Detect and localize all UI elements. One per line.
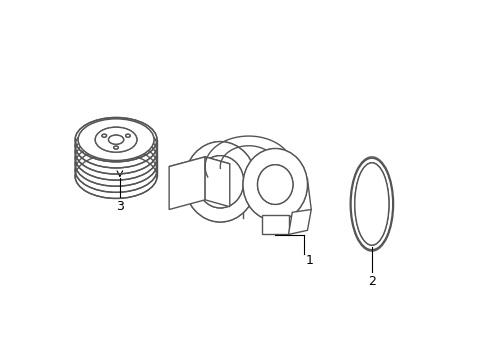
- Ellipse shape: [75, 130, 157, 174]
- Ellipse shape: [125, 134, 130, 137]
- Ellipse shape: [257, 165, 292, 204]
- Polygon shape: [262, 215, 288, 234]
- Ellipse shape: [354, 163, 388, 245]
- Ellipse shape: [78, 119, 154, 161]
- Ellipse shape: [75, 123, 157, 168]
- Text: 3: 3: [116, 200, 123, 213]
- Ellipse shape: [95, 127, 137, 152]
- Ellipse shape: [102, 134, 106, 137]
- Ellipse shape: [75, 154, 157, 198]
- Ellipse shape: [184, 141, 256, 222]
- Ellipse shape: [197, 156, 243, 208]
- Ellipse shape: [243, 149, 307, 221]
- Ellipse shape: [125, 134, 130, 137]
- Ellipse shape: [75, 142, 157, 186]
- Ellipse shape: [75, 136, 157, 180]
- Ellipse shape: [350, 158, 392, 250]
- Ellipse shape: [243, 149, 307, 221]
- Ellipse shape: [257, 165, 292, 204]
- Ellipse shape: [108, 135, 123, 144]
- Ellipse shape: [114, 146, 118, 149]
- Text: 2: 2: [367, 275, 375, 288]
- Ellipse shape: [350, 158, 392, 250]
- Polygon shape: [169, 157, 205, 210]
- Ellipse shape: [184, 141, 256, 222]
- Ellipse shape: [95, 127, 137, 152]
- Ellipse shape: [102, 134, 106, 137]
- Ellipse shape: [197, 156, 243, 208]
- Polygon shape: [288, 210, 311, 234]
- Polygon shape: [205, 157, 229, 207]
- Ellipse shape: [75, 148, 157, 192]
- Ellipse shape: [114, 146, 118, 149]
- Text: 1: 1: [305, 254, 313, 267]
- Ellipse shape: [354, 163, 388, 245]
- Ellipse shape: [75, 117, 157, 162]
- Ellipse shape: [108, 135, 123, 144]
- Ellipse shape: [78, 119, 154, 161]
- Polygon shape: [169, 157, 229, 174]
